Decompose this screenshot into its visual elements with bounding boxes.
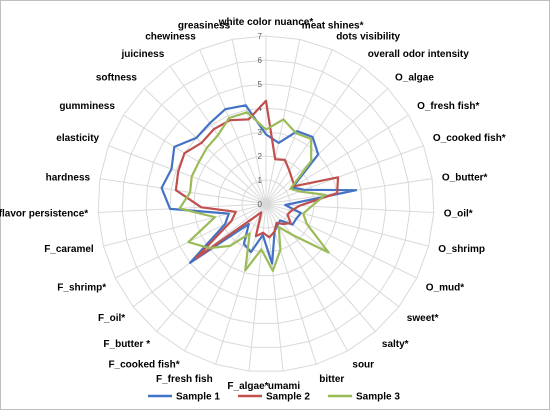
category-label: overall odor intensity bbox=[368, 49, 470, 60]
legend-label: Sample 2 bbox=[266, 392, 310, 403]
category-labels: white color nuance*meat shines*dots visi… bbox=[0, 17, 506, 392]
category-label: O_fresh fish* bbox=[417, 101, 479, 112]
spoke bbox=[265, 203, 284, 372]
category-label: O_butter* bbox=[442, 173, 488, 184]
grid-ring-7 bbox=[97, 35, 435, 372]
grid-ring-1 bbox=[241, 179, 291, 229]
category-label: dots visibility bbox=[336, 31, 400, 42]
tick-label: 7 bbox=[258, 32, 263, 41]
spoke bbox=[265, 49, 333, 205]
spoke bbox=[103, 203, 267, 247]
series-line-sample-1 bbox=[160, 104, 358, 265]
tick-label: 0 bbox=[258, 200, 263, 209]
category-label: sour bbox=[352, 360, 374, 371]
tick-label: 3 bbox=[258, 128, 263, 137]
grid-ring-2 bbox=[217, 155, 315, 253]
category-label: F_shrimp* bbox=[57, 282, 106, 293]
spoke bbox=[265, 65, 363, 205]
category-label: meat shines* bbox=[302, 21, 364, 32]
category-label: flavor persistence* bbox=[0, 209, 88, 220]
spoke bbox=[99, 178, 267, 205]
category-label: softness bbox=[96, 72, 138, 83]
tick-label: 5 bbox=[258, 80, 263, 89]
category-label: greasiness bbox=[178, 21, 231, 32]
category-label: F_algae* bbox=[227, 381, 268, 392]
category-label: juiciness bbox=[120, 49, 164, 60]
spoke bbox=[265, 203, 434, 213]
legend: Sample 1 Sample 2 Sample 3 bbox=[148, 392, 400, 403]
category-label: F_cooked fish* bbox=[108, 360, 179, 371]
category-label: O_shrimp bbox=[438, 244, 485, 255]
spoke bbox=[265, 87, 389, 205]
series-line-sample-3 bbox=[178, 111, 330, 272]
category-label: gumminess bbox=[59, 101, 115, 112]
legend-label: Sample 3 bbox=[356, 392, 400, 403]
category-label: sweet* bbox=[407, 313, 439, 324]
category-label: F_butter * bbox=[103, 339, 150, 350]
spoke bbox=[265, 145, 424, 205]
spoke bbox=[108, 145, 267, 205]
spoke bbox=[265, 203, 429, 247]
radar-spokes bbox=[98, 36, 434, 372]
spoke bbox=[265, 203, 418, 279]
category-label: O_oil* bbox=[444, 209, 473, 220]
spoke bbox=[265, 203, 376, 332]
tick-label: 6 bbox=[258, 56, 263, 65]
category-label: F_oil* bbox=[98, 313, 125, 324]
category-label: O_cooked fish* bbox=[433, 133, 506, 144]
series-line-sample-2 bbox=[174, 99, 340, 260]
legend-label: Sample 1 bbox=[176, 392, 220, 403]
spoke bbox=[231, 39, 267, 205]
category-label: umami bbox=[268, 381, 300, 392]
spoke bbox=[184, 203, 267, 352]
category-label: elasticity bbox=[56, 133, 99, 144]
spoke bbox=[265, 203, 400, 308]
spoke bbox=[199, 49, 267, 205]
category-label: bitter bbox=[319, 374, 344, 385]
grid-ring-6 bbox=[121, 59, 411, 348]
radar-grid bbox=[97, 35, 435, 372]
tick-label: 1 bbox=[258, 176, 263, 185]
grid-ring-3 bbox=[193, 131, 339, 277]
category-label: chewiness bbox=[145, 31, 196, 42]
radar-series bbox=[160, 99, 358, 272]
category-label: F_fresh fish bbox=[156, 374, 213, 385]
spoke bbox=[143, 87, 267, 205]
tick-label: 2 bbox=[258, 152, 263, 161]
category-label: O_mud* bbox=[426, 282, 464, 293]
spoke bbox=[156, 203, 267, 332]
spoke bbox=[123, 114, 267, 205]
category-label: hardness bbox=[46, 173, 91, 184]
grid-ring-5 bbox=[145, 83, 387, 324]
category-label: salty* bbox=[382, 339, 409, 350]
spoke bbox=[265, 39, 301, 205]
category-label: F_caramel bbox=[44, 244, 94, 255]
category-label: white color nuance* bbox=[218, 17, 314, 28]
category-label: O_algae bbox=[395, 72, 434, 83]
